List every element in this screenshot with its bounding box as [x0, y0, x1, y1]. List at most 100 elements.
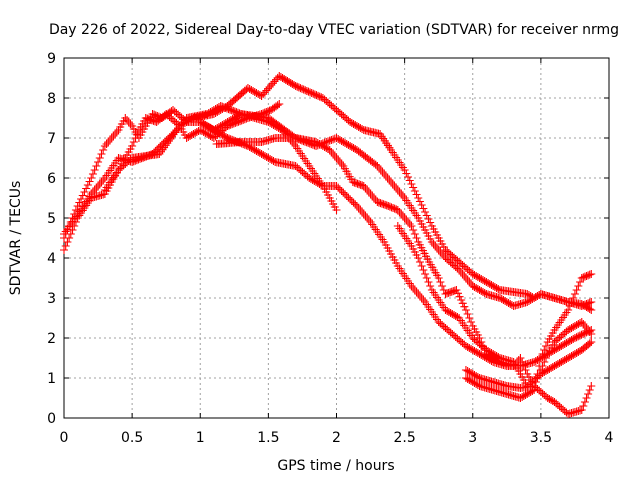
- data-point: [410, 230, 419, 238]
- data-point: [257, 92, 266, 100]
- data-point: [245, 143, 254, 151]
- data-point: [579, 402, 588, 410]
- data-point: [575, 331, 584, 340]
- data-point: [543, 394, 552, 402]
- data-point: [580, 398, 589, 406]
- data-point: [415, 258, 424, 266]
- data-point: [352, 202, 361, 210]
- data-point: [560, 340, 569, 348]
- data-point: [322, 144, 331, 152]
- data-point: [83, 181, 92, 189]
- data-point: [364, 216, 373, 224]
- data-point: [363, 186, 372, 194]
- data-point: [530, 294, 539, 302]
- data-point: [570, 290, 579, 298]
- data-point: [545, 365, 554, 373]
- data-point: [577, 330, 586, 339]
- data-point: [410, 187, 419, 195]
- data-point: [461, 274, 470, 282]
- data-point: [564, 338, 573, 346]
- data-point: [349, 120, 358, 128]
- data-point: [267, 156, 276, 164]
- data-point: [60, 246, 68, 254]
- data-point: [438, 282, 447, 290]
- data-point: [346, 118, 355, 126]
- data-point: [494, 353, 503, 361]
- data-point: [531, 378, 540, 386]
- data-point: [313, 179, 322, 187]
- data-point: [536, 354, 545, 362]
- data-point: [264, 154, 273, 162]
- data-point: [582, 394, 591, 402]
- data-point: [407, 222, 416, 230]
- data-point: [506, 300, 515, 308]
- data-point: [85, 177, 94, 186]
- data-point: [354, 123, 363, 131]
- x-tick-label: 2: [332, 430, 341, 446]
- data-point: [521, 391, 530, 399]
- data-point: [533, 292, 542, 300]
- data-point: [259, 90, 268, 99]
- data-point: [380, 170, 389, 178]
- data-point: [458, 299, 467, 308]
- data-point: [407, 180, 416, 188]
- data-point: [414, 194, 423, 202]
- data-point: [565, 325, 574, 333]
- data-point: [250, 146, 259, 154]
- data-point: [436, 278, 445, 286]
- data-point: [233, 112, 242, 120]
- data-point: [478, 276, 487, 284]
- data-point: [275, 72, 284, 80]
- y-axis-label: SDTVAR / TECUs: [8, 181, 24, 296]
- data-point: [484, 279, 493, 287]
- data-point: [587, 298, 596, 306]
- data-point: [492, 284, 501, 292]
- data-point: [487, 357, 496, 365]
- data-point: [415, 292, 424, 300]
- data-point: [404, 218, 413, 226]
- data-point: [463, 276, 472, 284]
- data-point: [247, 144, 256, 152]
- x-tick-label: 4: [605, 430, 614, 446]
- data-point: [559, 357, 568, 365]
- data-point: [421, 208, 430, 216]
- data-point: [461, 366, 470, 374]
- data-point: [564, 354, 573, 362]
- data-point: [349, 144, 358, 152]
- data-point: [327, 136, 336, 144]
- data-point: [320, 143, 329, 151]
- data-point: [570, 334, 579, 342]
- data-point: [196, 126, 205, 134]
- data-point: [344, 141, 353, 149]
- data-point: [422, 274, 431, 282]
- data-point: [341, 190, 350, 199]
- data-point: [431, 242, 440, 250]
- data-point: [424, 278, 433, 286]
- y-tick-label: 9: [47, 51, 56, 67]
- data-point: [489, 282, 498, 290]
- data-point: [482, 354, 491, 362]
- data-point: [393, 206, 402, 214]
- data-point: [485, 280, 494, 288]
- data-point: [585, 270, 594, 279]
- data-point: [587, 382, 596, 390]
- data-point: [71, 206, 80, 214]
- data-point: [313, 139, 322, 147]
- data-point: [519, 392, 528, 400]
- data-point: [308, 176, 317, 184]
- data-point: [569, 335, 578, 343]
- data-point: [456, 268, 465, 276]
- data-point: [243, 142, 252, 150]
- data-point: [129, 138, 138, 146]
- data-point: [252, 89, 261, 97]
- data-point: [535, 362, 544, 370]
- data-point: [436, 248, 445, 256]
- data-point: [426, 282, 435, 290]
- data-point: [169, 130, 177, 138]
- data-point: [429, 240, 438, 248]
- data-point: [281, 76, 290, 84]
- data-point: [473, 373, 482, 381]
- data-point: [383, 174, 392, 182]
- data-point: [422, 211, 431, 220]
- data-point: [104, 138, 113, 146]
